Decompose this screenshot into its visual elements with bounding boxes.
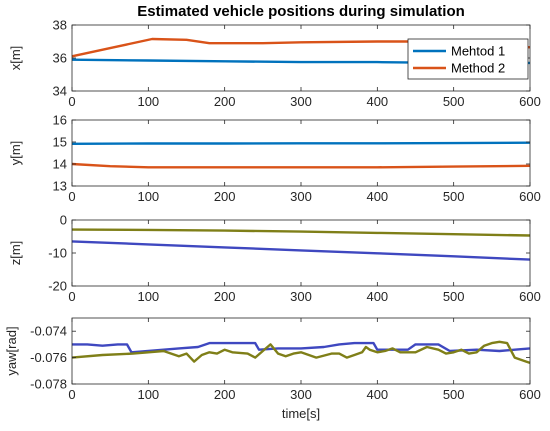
y-tick-label: -10: [48, 246, 67, 261]
x-tick-label: 100: [137, 189, 159, 204]
x-tick-label: 0: [68, 189, 75, 204]
x-tick-label: 600: [519, 387, 541, 402]
x-tick-label: 600: [519, 189, 541, 204]
x-tick-label: 200: [214, 94, 236, 109]
y-tick-label: 14: [53, 157, 67, 172]
x-tick-label: 500: [443, 387, 465, 402]
x-tick-label: 600: [519, 289, 541, 304]
x-tick-label: 400: [366, 189, 388, 204]
y-axis-label: x[m]: [8, 46, 23, 71]
x-tick-label: 300: [290, 94, 312, 109]
series-line-2: [71, 162, 531, 169]
y-tick-label: 16: [53, 113, 67, 128]
x-tick-label: 300: [290, 387, 312, 402]
y-tick-label: 0: [60, 213, 67, 228]
x-axis-label: time[s]: [282, 406, 320, 421]
chart-title: Estimated vehicle positions during simul…: [137, 3, 465, 20]
x-tick-label: 400: [366, 94, 388, 109]
legend-label-1: Mehtod 1: [451, 44, 505, 59]
x-tick-label: 500: [443, 189, 465, 204]
x-tick-label: 600: [519, 94, 541, 109]
y-axis-label: z[m]: [8, 241, 23, 266]
subplot-4: 0 100 200 300 400 500 600 -0.078 -0.076 -0.074 yaw…: [4, 317, 541, 402]
legend: Mehtod 1 Method 2: [407, 38, 529, 80]
x-tick-label: 400: [366, 289, 388, 304]
y-axis-label: yaw[rad]: [4, 326, 19, 375]
y-tick-label: 38: [53, 18, 67, 33]
y-tick-label: 15: [53, 135, 67, 150]
x-tick-label: 300: [290, 289, 312, 304]
x-tick-label: 0: [68, 94, 75, 109]
y-tick-label: 34: [53, 84, 67, 99]
x-tick-label: 500: [443, 94, 465, 109]
y-tick-label: -0.074: [30, 324, 67, 339]
plot-area: [72, 120, 530, 186]
x-tick-label: 300: [290, 189, 312, 204]
series-line-2: [71, 340, 531, 365]
x-tick-label: 100: [137, 387, 159, 402]
y-tick-label: 13: [53, 179, 67, 194]
legend-box: [407, 38, 529, 80]
y-tick-label: -0.078: [30, 377, 67, 392]
x-tick-label: 0: [68, 387, 75, 402]
x-tick-label: 500: [443, 289, 465, 304]
legend-label-2: Method 2: [451, 61, 505, 76]
x-tick-label: 200: [214, 189, 236, 204]
x-tick-label: 0: [68, 289, 75, 304]
x-tick-label: 200: [214, 387, 236, 402]
x-tick-label: 200: [214, 289, 236, 304]
series-line-2: [71, 228, 531, 237]
subplot-2: 0 100 200 300 400 500 600 13 14 15 16 y[m]: [8, 113, 541, 205]
x-tick-label: 400: [366, 387, 388, 402]
y-tick-label: -0.076: [30, 350, 67, 365]
series-line-1: [72, 341, 531, 354]
y-axis-label: y[m]: [8, 141, 23, 166]
x-tick-label: 100: [137, 289, 159, 304]
y-tick-label: 36: [53, 51, 67, 66]
series-line-1: [71, 141, 531, 145]
series-line-1: [71, 240, 531, 261]
subplot-3: 0 100 200 300 400 500 600 -20 -10 0 z[m]: [8, 213, 541, 305]
x-tick-label: 100: [137, 94, 159, 109]
y-tick-label: -20: [48, 279, 67, 294]
